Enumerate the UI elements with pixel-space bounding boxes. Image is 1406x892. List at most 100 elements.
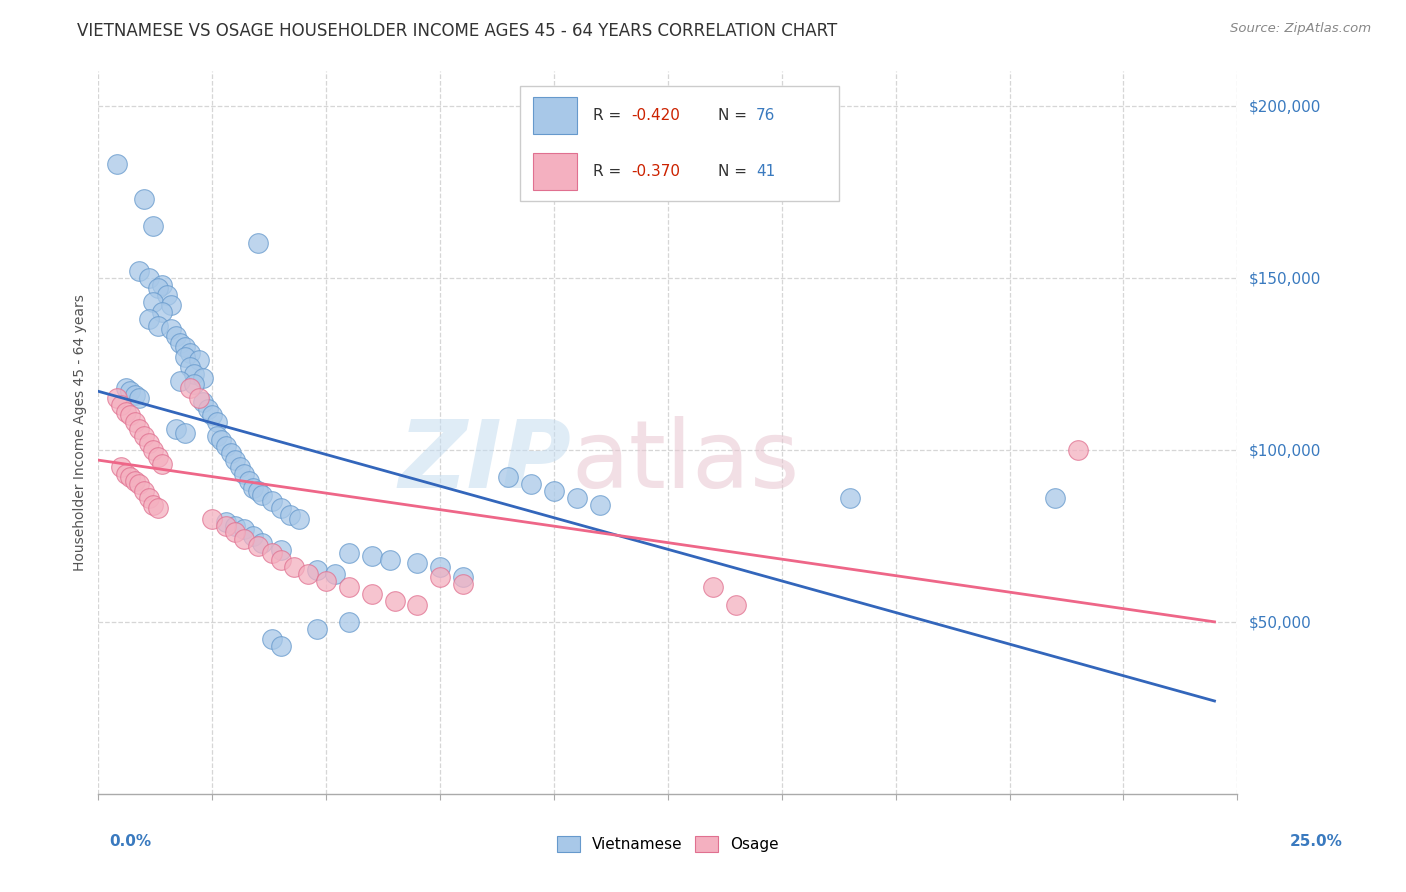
- Point: [451, 577, 474, 591]
- Point: [337, 581, 360, 595]
- Point: [124, 388, 146, 402]
- Point: [565, 491, 588, 505]
- Point: [146, 501, 169, 516]
- Point: [323, 566, 346, 581]
- Point: [179, 346, 201, 360]
- Point: [183, 367, 205, 381]
- Point: [165, 422, 187, 436]
- Point: [246, 539, 269, 553]
- Point: [270, 542, 292, 557]
- Point: [429, 559, 451, 574]
- Point: [252, 535, 274, 549]
- Point: [169, 374, 191, 388]
- Point: [114, 381, 136, 395]
- Point: [252, 487, 274, 501]
- Point: [233, 522, 256, 536]
- Point: [160, 322, 183, 336]
- Point: [307, 622, 329, 636]
- Point: [179, 381, 201, 395]
- Point: [1043, 491, 1066, 505]
- Point: [187, 391, 209, 405]
- Point: [187, 353, 209, 368]
- Point: [360, 549, 382, 564]
- Point: [337, 615, 360, 629]
- Point: [142, 219, 165, 234]
- Text: Source: ZipAtlas.com: Source: ZipAtlas.com: [1230, 22, 1371, 36]
- Text: VIETNAMESE VS OSAGE HOUSEHOLDER INCOME AGES 45 - 64 YEARS CORRELATION CHART: VIETNAMESE VS OSAGE HOUSEHOLDER INCOME A…: [77, 22, 838, 40]
- Point: [233, 467, 256, 481]
- Point: [307, 563, 329, 577]
- Point: [283, 559, 305, 574]
- Point: [160, 298, 183, 312]
- Point: [142, 498, 165, 512]
- Point: [132, 192, 155, 206]
- Point: [201, 409, 224, 423]
- Point: [114, 405, 136, 419]
- Text: 0.0%: 0.0%: [110, 834, 152, 849]
- Point: [193, 370, 215, 384]
- Point: [132, 484, 155, 499]
- Point: [165, 329, 187, 343]
- Point: [219, 446, 242, 460]
- Point: [224, 525, 246, 540]
- Point: [260, 632, 283, 646]
- Point: [114, 467, 136, 481]
- Point: [238, 474, 260, 488]
- Point: [288, 511, 311, 525]
- Point: [138, 491, 160, 505]
- Point: [360, 587, 382, 601]
- Point: [138, 312, 160, 326]
- Point: [120, 470, 142, 484]
- Point: [702, 581, 724, 595]
- Point: [142, 294, 165, 309]
- Point: [138, 436, 160, 450]
- Point: [839, 491, 862, 505]
- Point: [242, 481, 264, 495]
- Point: [183, 377, 205, 392]
- Point: [128, 477, 150, 491]
- Point: [146, 318, 169, 333]
- Point: [498, 470, 520, 484]
- Point: [384, 594, 406, 608]
- Point: [451, 570, 474, 584]
- Point: [378, 553, 401, 567]
- Point: [242, 529, 264, 543]
- Point: [110, 398, 132, 412]
- Point: [270, 501, 292, 516]
- Point: [260, 494, 283, 508]
- Point: [270, 553, 292, 567]
- Point: [150, 277, 173, 292]
- Point: [146, 450, 169, 464]
- Point: [110, 460, 132, 475]
- Point: [215, 439, 238, 453]
- Point: [142, 442, 165, 457]
- Point: [228, 460, 250, 475]
- Point: [128, 391, 150, 405]
- Point: [297, 566, 319, 581]
- Y-axis label: Householder Income Ages 45 - 64 years: Householder Income Ages 45 - 64 years: [73, 294, 87, 571]
- Point: [138, 270, 160, 285]
- Point: [124, 415, 146, 429]
- Point: [543, 484, 565, 499]
- Point: [429, 570, 451, 584]
- Point: [146, 281, 169, 295]
- Point: [1067, 442, 1090, 457]
- Point: [197, 401, 219, 416]
- Point: [215, 518, 238, 533]
- Point: [201, 511, 224, 525]
- Point: [278, 508, 301, 523]
- Point: [406, 557, 429, 571]
- Point: [120, 384, 142, 399]
- Text: ZIP: ZIP: [398, 416, 571, 508]
- Point: [270, 639, 292, 653]
- Point: [215, 515, 238, 529]
- Point: [406, 598, 429, 612]
- Text: 25.0%: 25.0%: [1289, 834, 1343, 849]
- Point: [337, 546, 360, 560]
- Legend: Vietnamese, Osage: Vietnamese, Osage: [551, 830, 785, 858]
- Point: [179, 360, 201, 375]
- Point: [209, 433, 232, 447]
- Point: [174, 425, 197, 440]
- Point: [224, 453, 246, 467]
- Point: [128, 422, 150, 436]
